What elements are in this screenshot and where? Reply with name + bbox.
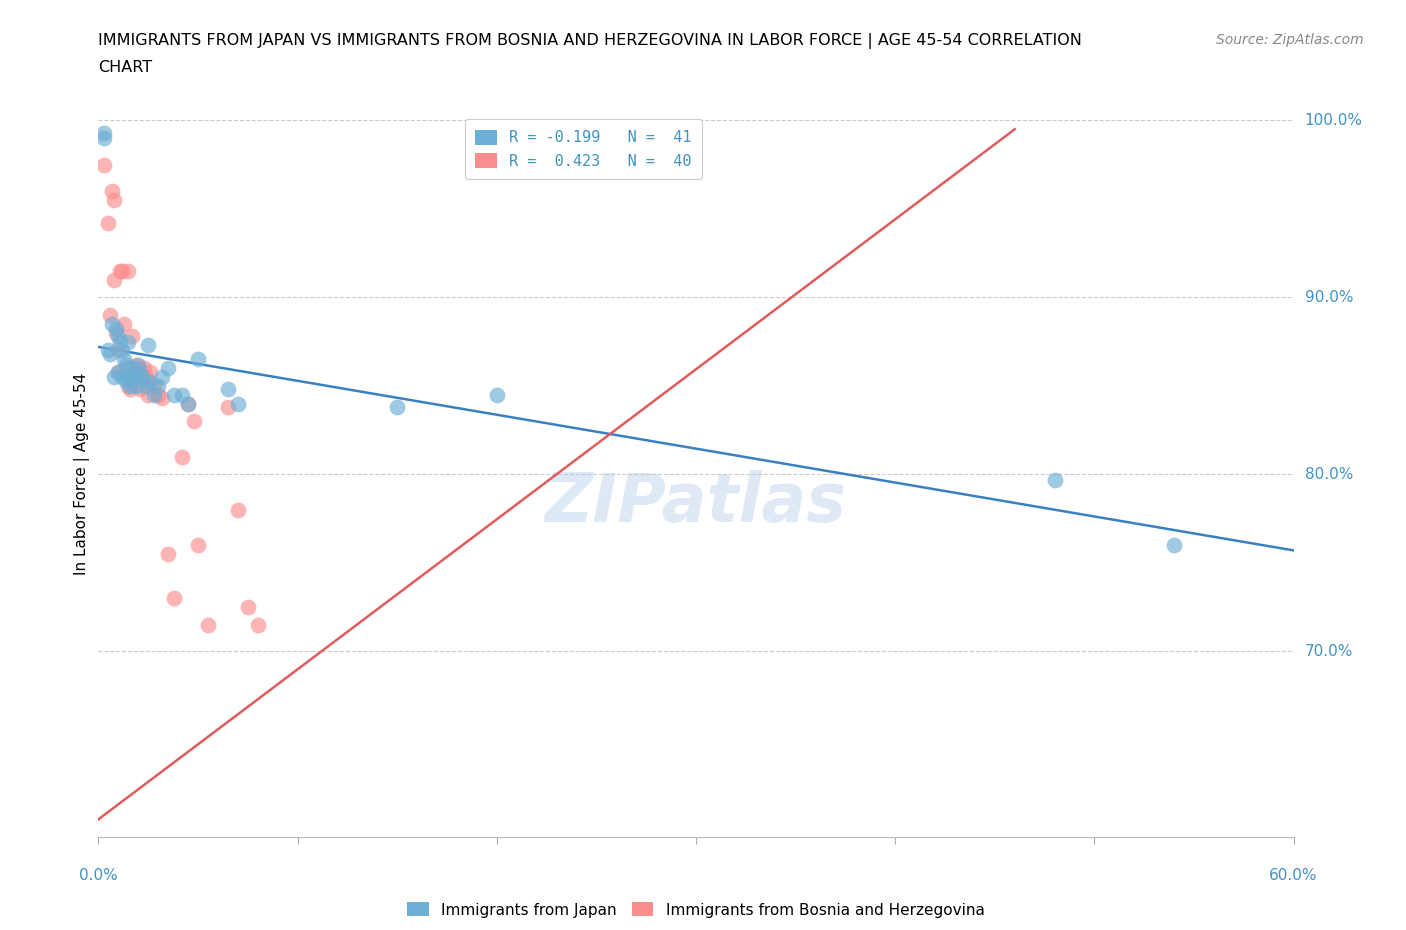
Text: Source: ZipAtlas.com: Source: ZipAtlas.com xyxy=(1216,33,1364,46)
Point xyxy=(217,400,239,415)
Point xyxy=(117,334,139,349)
Point xyxy=(197,618,219,632)
Point xyxy=(157,361,180,376)
Point xyxy=(226,396,249,411)
Point xyxy=(111,369,134,384)
Point xyxy=(385,400,409,415)
Point xyxy=(101,184,124,199)
Point xyxy=(143,379,166,393)
Point xyxy=(97,343,120,358)
Point xyxy=(485,387,508,402)
Point xyxy=(107,329,129,344)
Point xyxy=(120,379,142,393)
Text: 70.0%: 70.0% xyxy=(1305,644,1353,658)
Point xyxy=(112,316,135,331)
Point xyxy=(124,369,146,384)
Text: 90.0%: 90.0% xyxy=(1305,290,1353,305)
Point xyxy=(117,263,139,278)
Point xyxy=(129,365,152,379)
Point xyxy=(103,272,125,287)
Text: CHART: CHART xyxy=(98,60,152,75)
Point xyxy=(93,126,115,140)
Point xyxy=(131,369,153,384)
Point xyxy=(226,502,249,517)
Point xyxy=(150,391,173,405)
Point xyxy=(98,347,122,362)
Point xyxy=(136,387,159,402)
Point xyxy=(246,618,269,632)
Point xyxy=(134,361,156,376)
Point xyxy=(124,369,146,384)
Point xyxy=(121,361,143,376)
Point xyxy=(187,352,209,366)
Point xyxy=(107,365,129,379)
Point xyxy=(105,326,128,340)
Point xyxy=(217,382,239,397)
Point xyxy=(129,382,152,397)
Point xyxy=(120,382,142,397)
Text: IMMIGRANTS FROM JAPAN VS IMMIGRANTS FROM BOSNIA AND HERZEGOVINA IN LABOR FORCE |: IMMIGRANTS FROM JAPAN VS IMMIGRANTS FROM… xyxy=(98,33,1083,48)
Point xyxy=(125,379,148,393)
Point xyxy=(127,357,149,372)
Point xyxy=(93,131,115,146)
Point xyxy=(135,379,157,393)
Legend: Immigrants from Japan, Immigrants from Bosnia and Herzegovina: Immigrants from Japan, Immigrants from B… xyxy=(401,897,991,923)
Point xyxy=(110,334,132,349)
Point xyxy=(115,357,138,372)
Point xyxy=(157,547,180,562)
Point xyxy=(98,308,122,323)
Point xyxy=(135,369,157,384)
Point xyxy=(177,396,200,411)
Point xyxy=(111,343,134,358)
Point xyxy=(103,369,125,384)
Point xyxy=(111,263,134,278)
Point xyxy=(101,316,124,331)
Point xyxy=(117,369,139,384)
Point xyxy=(121,329,143,344)
Point xyxy=(93,157,115,172)
Point xyxy=(187,538,209,552)
Point xyxy=(236,600,259,615)
Point xyxy=(1043,472,1066,487)
Point xyxy=(105,322,128,337)
Point xyxy=(136,338,159,352)
Point xyxy=(148,387,170,402)
Point xyxy=(150,369,173,384)
Point xyxy=(1163,538,1185,552)
Point xyxy=(103,193,125,207)
Point xyxy=(107,365,129,379)
Point xyxy=(112,352,135,366)
Point xyxy=(163,387,186,402)
Point xyxy=(117,379,139,393)
Text: 80.0%: 80.0% xyxy=(1305,467,1353,482)
Y-axis label: In Labor Force | Age 45-54: In Labor Force | Age 45-54 xyxy=(75,373,90,576)
Point xyxy=(125,357,148,372)
Point xyxy=(172,387,194,402)
Text: 0.0%: 0.0% xyxy=(79,868,118,883)
Point xyxy=(127,361,149,376)
Point xyxy=(107,343,129,358)
Point xyxy=(177,396,200,411)
Text: 100.0%: 100.0% xyxy=(1305,113,1362,128)
Point xyxy=(139,365,162,379)
Point xyxy=(97,216,120,231)
Point xyxy=(148,379,170,393)
Point xyxy=(143,387,166,402)
Point xyxy=(139,375,162,390)
Point xyxy=(172,449,194,464)
Point xyxy=(115,361,138,376)
Text: 60.0%: 60.0% xyxy=(1270,868,1317,883)
Text: ZIPatlas: ZIPatlas xyxy=(546,471,846,537)
Point xyxy=(163,591,186,605)
Point xyxy=(183,414,205,429)
Point xyxy=(131,375,153,390)
Point xyxy=(115,373,138,388)
Point xyxy=(110,263,132,278)
